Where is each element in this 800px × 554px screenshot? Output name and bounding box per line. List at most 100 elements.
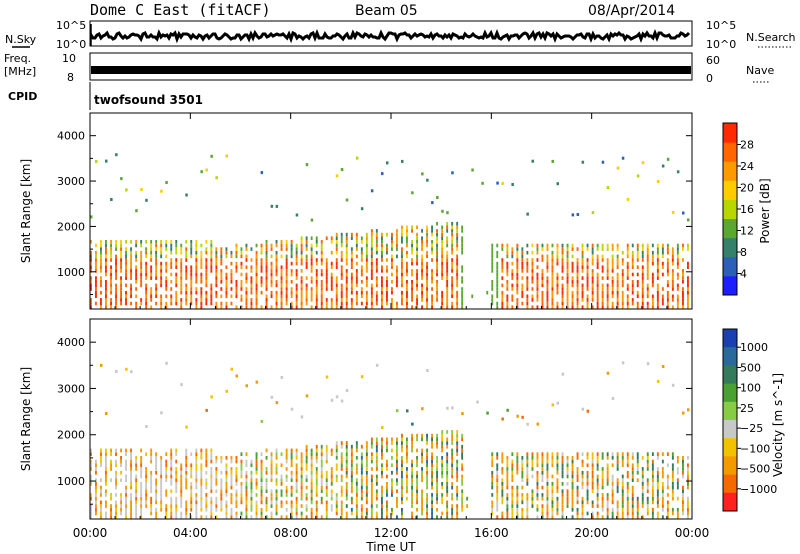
velocity-cell <box>255 511 258 516</box>
velocity-cell <box>541 507 544 512</box>
velocity-cell <box>516 504 519 508</box>
velocity-cell <box>646 485 649 490</box>
power-cell <box>561 305 564 309</box>
power-cell <box>270 261 273 266</box>
velocity-cell <box>190 474 193 479</box>
power-cell <box>100 254 102 259</box>
velocity-cell <box>456 433 459 438</box>
velocity-cell <box>135 467 138 471</box>
power-cell <box>150 305 153 309</box>
velocity-cell <box>340 511 343 516</box>
velocity-cell <box>526 507 529 512</box>
power-cell <box>290 280 293 284</box>
power-cell <box>616 254 619 259</box>
velocity-cell <box>135 504 138 508</box>
power-cell <box>676 287 679 291</box>
power-cell <box>340 243 343 248</box>
power-cell <box>245 305 248 309</box>
power-cell <box>330 305 333 309</box>
power-cell <box>255 280 258 284</box>
velocity-cell <box>687 485 689 490</box>
power-cell <box>100 280 102 284</box>
velocity-cell <box>355 478 358 482</box>
velocity-cell <box>546 493 549 497</box>
velocity-cell <box>140 448 143 453</box>
power-cell <box>666 247 669 251</box>
velocity-cell <box>115 474 117 479</box>
velocity-cell <box>446 507 449 512</box>
power-cell <box>110 287 112 291</box>
power-cell <box>365 236 368 240</box>
power-cell <box>300 305 303 309</box>
power-cell <box>130 269 132 273</box>
power-cell <box>315 269 318 273</box>
velocity-cell <box>155 507 158 512</box>
velocity-echo <box>205 408 208 412</box>
velocity-cell <box>255 500 258 505</box>
power-cell <box>95 283 97 288</box>
velocity-cell <box>506 507 509 512</box>
noise-trace-line <box>89 28 691 44</box>
velocity-cell <box>330 452 333 456</box>
power-cell <box>370 243 373 248</box>
velocity-echo <box>656 379 660 383</box>
velocity-cell <box>340 489 343 494</box>
velocity-cell <box>305 474 308 479</box>
velocity-echo <box>345 389 349 393</box>
velocity-cell <box>401 478 403 482</box>
power-cell <box>516 287 519 291</box>
power-cell <box>541 305 544 309</box>
power-cell <box>501 290 504 295</box>
velocity-cell <box>661 500 664 505</box>
power-cell <box>536 287 539 291</box>
velocity-cell <box>601 493 604 497</box>
velocity-cell <box>200 478 203 482</box>
power-cell <box>90 298 92 302</box>
power-cell <box>571 247 574 251</box>
velocity-cell <box>651 459 654 464</box>
power-cell <box>401 254 403 259</box>
power-cell <box>115 294 117 299</box>
velocity-cell <box>551 515 554 519</box>
power-cell <box>335 232 338 237</box>
velocity-echo <box>325 375 329 379</box>
power-cell <box>571 276 574 280</box>
velocity-cell <box>360 478 363 482</box>
power-cell <box>461 294 464 299</box>
power-cell <box>190 283 193 288</box>
velocity-cell <box>310 496 313 501</box>
velocity-cell <box>641 456 644 460</box>
velocity-cell <box>185 478 188 482</box>
velocity-cell <box>230 482 233 486</box>
power-cell <box>561 265 564 269</box>
velocity-cell <box>315 474 318 479</box>
power-cell <box>370 283 373 288</box>
velocity-cell <box>320 496 323 501</box>
power-cell <box>265 276 268 280</box>
velocity-cell <box>295 456 298 460</box>
power-cell <box>566 265 569 269</box>
power-cell <box>596 243 599 248</box>
velocity-cell <box>360 459 363 464</box>
power-cell <box>165 280 168 284</box>
velocity-colorbar-swatch <box>723 329 737 348</box>
velocity-cell <box>631 489 634 494</box>
velocity-cell <box>616 485 619 490</box>
velocity-cell <box>230 493 233 497</box>
velocity-cell <box>340 463 343 468</box>
power-cell <box>671 254 674 259</box>
power-cell <box>546 305 549 309</box>
velocity-cell <box>100 448 102 453</box>
velocity-echo <box>275 401 279 405</box>
power-cell <box>566 261 569 266</box>
power-cell <box>451 305 454 309</box>
velocity-cell <box>265 485 268 490</box>
power-cell <box>491 265 494 269</box>
power-cell <box>275 243 278 248</box>
velocity-cell <box>245 452 248 456</box>
power-cell <box>591 283 594 288</box>
velocity-cell <box>381 474 383 479</box>
velocity-cell <box>576 496 579 501</box>
velocity-echo <box>270 395 274 399</box>
velocity-colorbar-tick-label: −100 <box>740 442 770 455</box>
